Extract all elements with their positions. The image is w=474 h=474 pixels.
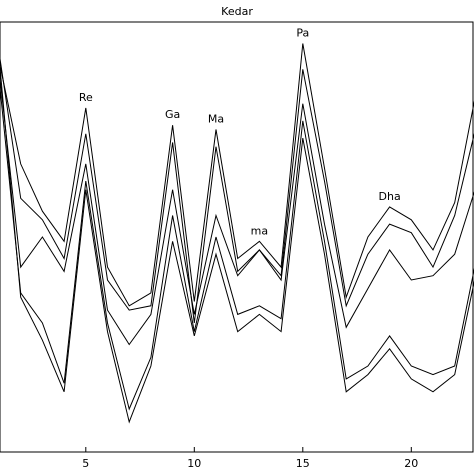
annotation-ma: Ma <box>208 113 224 126</box>
annotation-pa: Pa <box>296 27 309 40</box>
annotation-dha: Dha <box>379 190 401 203</box>
x-axis-ticks: 5 10 15 20 <box>82 447 418 470</box>
annotations: ReGaMamaPaDhaNi <box>79 27 401 238</box>
annotation-re: Re <box>79 91 93 104</box>
series-line-2 <box>0 43 474 307</box>
x-tick-label-15: 15 <box>296 457 310 470</box>
series-line-4 <box>0 82 474 411</box>
x-tick-label-10: 10 <box>187 457 201 470</box>
series-lines <box>0 43 474 424</box>
chart-title: Kedar <box>221 5 253 18</box>
series-line-3 <box>0 73 474 346</box>
series-line-1 <box>0 55 474 324</box>
plot-frame <box>0 21 474 453</box>
annotation-ma: ma <box>251 224 268 237</box>
series-line-5 <box>0 61 474 424</box>
x-tick-label-20: 20 <box>404 457 418 470</box>
x-tick-label-5: 5 <box>82 457 89 470</box>
annotation-ga: Ga <box>165 108 180 121</box>
